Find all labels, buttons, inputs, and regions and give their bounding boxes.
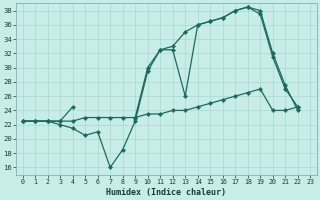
X-axis label: Humidex (Indice chaleur): Humidex (Indice chaleur) bbox=[107, 188, 227, 197]
